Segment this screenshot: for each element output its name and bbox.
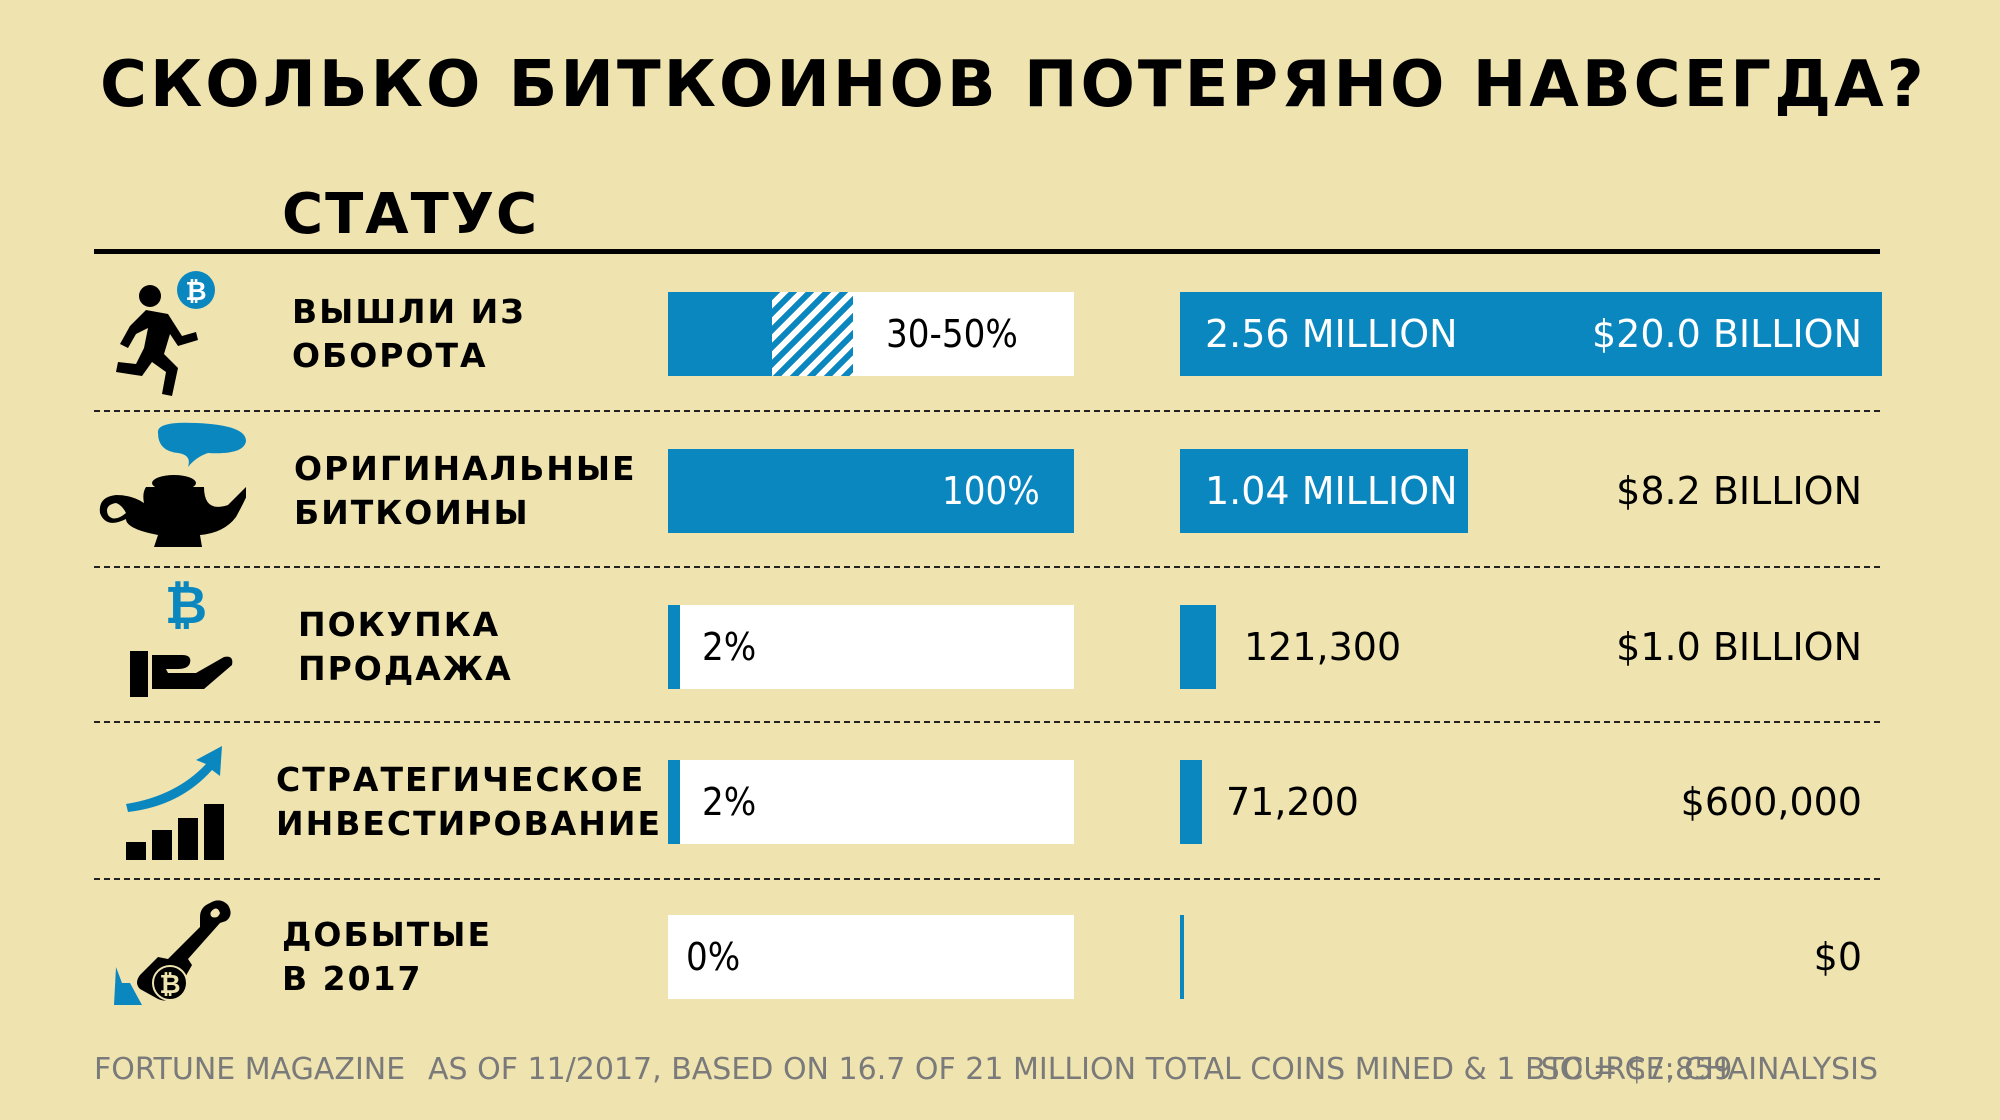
row-label: ДОБЫТЫЕ В 2017 xyxy=(282,915,493,998)
shovel-bitcoin-icon: ₿ xyxy=(96,887,236,1027)
table-row: ОРИГИНАЛЬНЫЕ БИТКОИНЫ 100% 1.04 MILLION $… xyxy=(0,422,2000,547)
row-divider xyxy=(94,410,1880,412)
svg-text:₿: ₿ xyxy=(159,970,180,1000)
svg-text:₿: ₿ xyxy=(165,577,207,636)
btc-bar xyxy=(1180,915,1184,999)
row-label: СТРАТЕГИЧЕСКОЕ ИНВЕСТИРОВАНИЕ xyxy=(276,760,662,843)
usd-value-label: $1.0 BILLION xyxy=(1616,625,1862,669)
btc-value-label: 1.04 MILLION xyxy=(1205,469,1458,513)
btc-value-label: 121,300 xyxy=(1244,625,1402,669)
footer-note: AS OF 11/2017, BASED ON 16.7 OF 21 MILLI… xyxy=(428,1052,1733,1087)
svg-text:₿: ₿ xyxy=(185,277,206,307)
header-rule xyxy=(94,249,1880,254)
btc-value-label: 2.56 MILLION xyxy=(1205,312,1458,356)
row-divider xyxy=(94,878,1880,880)
percent-bar xyxy=(668,760,680,844)
row-label: ВЫШЛИ ИЗ ОБОРОТА xyxy=(292,292,526,375)
btc-bar xyxy=(1180,760,1202,844)
percent-bar-box: 2% xyxy=(668,760,1074,844)
footer-publisher: FORTUNE MAGAZINE xyxy=(94,1052,406,1087)
percent-bar-box: 2% xyxy=(668,605,1074,689)
btc-bar xyxy=(1180,292,1882,376)
growth-chart-icon xyxy=(96,732,236,872)
percent-bar-box: 0% xyxy=(668,915,1074,999)
btc-value-label: 71,200 xyxy=(1226,780,1359,824)
hand-bitcoin-icon: ₿ xyxy=(96,576,236,717)
footer-source: SOURCE: CHAINALYSIS xyxy=(1540,1052,1878,1087)
usd-value-label: $600,000 xyxy=(1680,780,1862,824)
btc-bar xyxy=(1180,449,1468,533)
percent-bar xyxy=(668,449,1074,533)
percent-label: 0% xyxy=(686,935,741,979)
percent-range-bar xyxy=(771,292,853,376)
percent-label: 30-50% xyxy=(886,312,1018,356)
usd-value-label: $20.0 BILLION xyxy=(1591,312,1862,356)
usd-value-label: $0 xyxy=(1813,935,1862,979)
row-divider xyxy=(94,721,1880,723)
percent-bar xyxy=(668,292,772,376)
running-man-bitcoin-icon: ₿ xyxy=(96,264,236,404)
magic-lamp-icon xyxy=(96,421,254,561)
percent-label: 2% xyxy=(702,625,757,669)
usd-value-label: $8.2 BILLION xyxy=(1616,469,1862,513)
percent-bar-box: 100% xyxy=(668,449,1074,533)
table-row: ₿ ДОБЫТЫЕ В 2017 0% $0 xyxy=(0,900,2000,1005)
percent-label: 100% xyxy=(942,469,1040,513)
percent-bar-box: 30-50% xyxy=(668,292,1074,376)
page-title: СКОЛЬКО БИТКОИНОВ ПОТЕРЯНО НАВСЕГДА? xyxy=(100,48,1927,122)
percent-label: 2% xyxy=(702,780,757,824)
row-label: ПОКУПКА ПРОДАЖА xyxy=(298,605,513,688)
btc-bar xyxy=(1180,605,1216,689)
table-row: ₿ ПОКУПКА ПРОДАЖА 2% 121,300 $1.0 BILLION xyxy=(0,576,2000,697)
row-divider xyxy=(94,566,1880,568)
table-row: ₿ ВЫШЛИ ИЗ ОБОРОТА 30-50% 2.56 MILLION $2… xyxy=(0,271,2000,396)
status-header: СТАТУС xyxy=(282,182,540,247)
row-label: ОРИГИНАЛЬНЫЕ БИТКОИНЫ xyxy=(294,449,637,532)
percent-bar xyxy=(668,605,680,689)
table-row: СТРАТЕГИЧЕСКОЕ ИНВЕСТИРОВАНИЕ 2% 71,200 $… xyxy=(0,746,2000,860)
